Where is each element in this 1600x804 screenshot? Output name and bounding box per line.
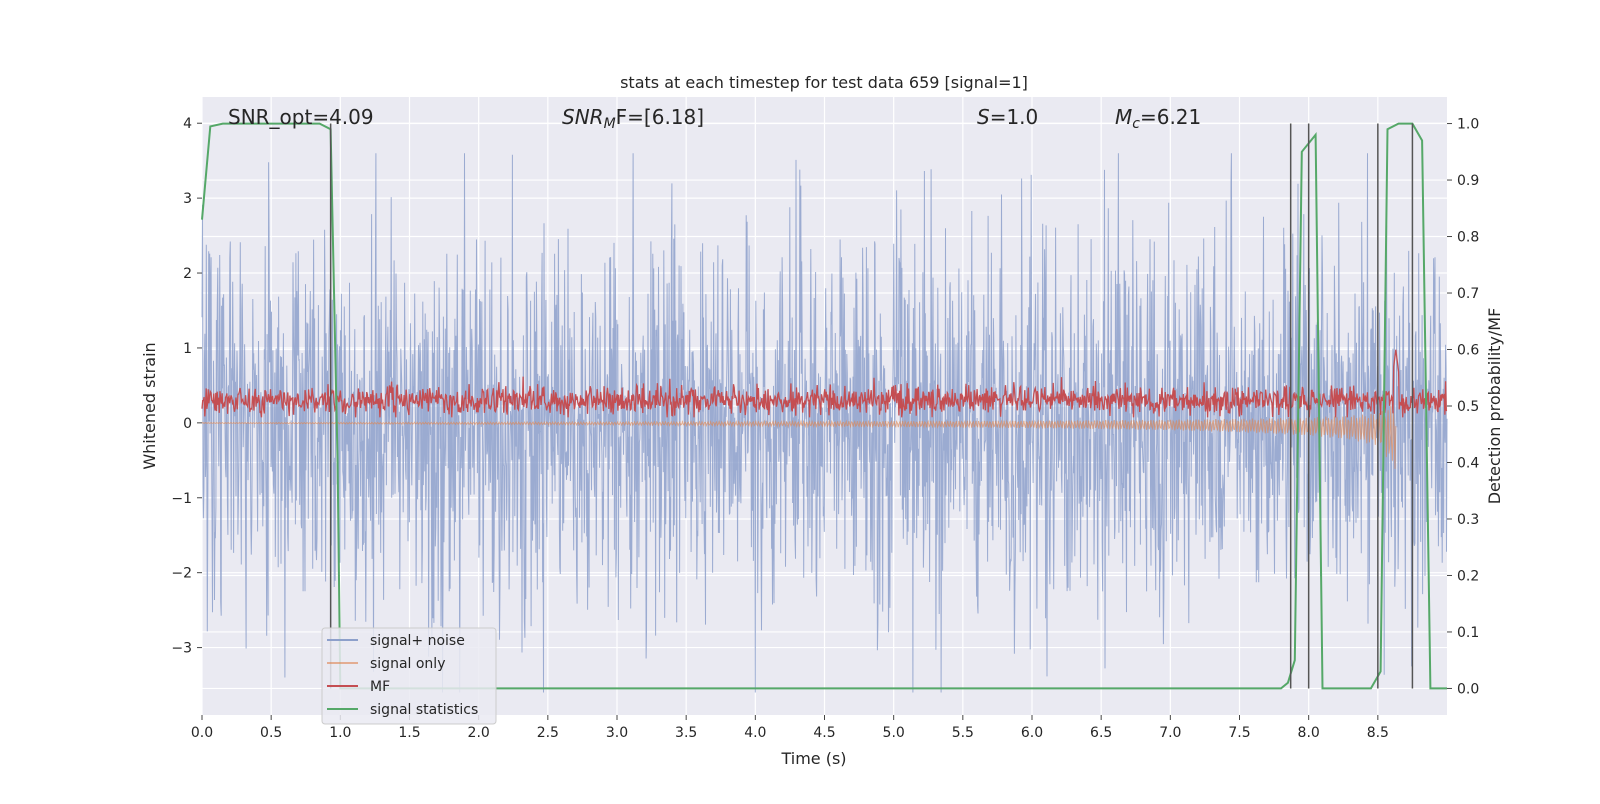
y-tick-label: −3 — [171, 641, 192, 657]
x-tick-label: 4.0 — [744, 725, 766, 741]
annotation-mc: Mc=6.21 — [1115, 105, 1201, 132]
annotation-snr-mf-main: SNR — [562, 105, 604, 129]
y-right-tick-label: 0.9 — [1457, 173, 1479, 189]
tick-layer: 0.0 0.5 1.0 1.5 2.0 2.5 3.0 3.5 4.0 4.5 5.0 5.5 6.0 6… — [171, 116, 1479, 741]
x-tick-label: 4.5 — [813, 725, 835, 741]
x-tick-label: 5.0 — [883, 725, 905, 741]
y-tick-label: −2 — [171, 566, 192, 582]
legend-label-signal-noise: signal+ noise — [370, 633, 465, 649]
y-right-tick-label: 0.7 — [1457, 286, 1479, 302]
y-axis-right-label: Detection probability/MF — [1485, 308, 1504, 505]
annotation-mc-sub: c — [1132, 116, 1140, 132]
vertical-lines — [329, 123, 1414, 689]
y-tick-label: 1 — [183, 341, 192, 357]
series-signal-noise — [201, 153, 1448, 693]
x-tick-label: 2.0 — [468, 725, 490, 741]
y-tick-label: 3 — [183, 191, 192, 207]
annotation-snr-mf: SNRMF=[6.18] — [562, 105, 704, 132]
x-tick-label: 3.5 — [675, 725, 697, 741]
y-right-tick-label: 0.8 — [1457, 230, 1479, 246]
y-tick-label: 0 — [183, 416, 192, 432]
y-right-tick-label: 0.3 — [1457, 512, 1479, 528]
x-tick-label: 2.5 — [537, 725, 559, 741]
y-right-tick-label: 0.1 — [1457, 625, 1479, 641]
x-tick-label: 5.5 — [952, 725, 974, 741]
legend: signal+ noise signal only MF signal stat… — [321, 627, 497, 725]
series-mf — [201, 349, 1448, 418]
y-right-tick-label: 1.0 — [1457, 117, 1479, 133]
x-tick-label: 0.5 — [260, 725, 282, 741]
annotation-snr-mf-tail: F=[6.18] — [616, 105, 704, 129]
x-tick-label: 0.0 — [191, 725, 213, 741]
y-tick-label: −1 — [171, 491, 192, 507]
legend-label-signal-statistics: signal statistics — [370, 702, 478, 718]
x-axis-label: Time (s) — [780, 749, 846, 768]
y-right-tick-label: 0.4 — [1457, 455, 1479, 471]
y-right-tick-label: 0.6 — [1457, 343, 1479, 359]
legend-label-mf: MF — [370, 679, 390, 695]
annotation-mc-symbol: M — [1115, 105, 1132, 129]
annotation-snr-mf-sub: M — [604, 116, 616, 132]
annotation-s-value: =1.0 — [990, 105, 1039, 129]
legend-box — [321, 627, 497, 725]
y-right-tick-label: 0.0 — [1457, 681, 1479, 697]
x-tick-label: 3.0 — [606, 725, 628, 741]
series-signal-only — [201, 405, 1397, 469]
x-tick-label: 6.5 — [1090, 725, 1112, 741]
chart-title: stats at each timestep for test data 659… — [620, 73, 1028, 92]
annotation-s: S=1.0 — [977, 105, 1038, 129]
x-tick-label: 8.5 — [1367, 725, 1389, 741]
data-layer — [201, 122, 1448, 693]
series-signal-statistics — [201, 122, 1447, 690]
x-tick-label: 1.5 — [398, 725, 420, 741]
y-right-tick-label: 0.5 — [1457, 399, 1479, 415]
x-tick-label: 7.0 — [1159, 725, 1181, 741]
annotation-mc-value: =6.21 — [1140, 105, 1201, 129]
y-right-tick-label: 0.2 — [1457, 568, 1479, 584]
x-tick-label: 6.0 — [1021, 725, 1043, 741]
y-tick-label: 4 — [183, 116, 192, 132]
y-tick-label: 2 — [183, 266, 192, 282]
x-tick-label: 7.5 — [1228, 725, 1250, 741]
legend-label-signal-only: signal only — [370, 656, 445, 672]
x-tick-label: 1.0 — [329, 725, 351, 741]
annotation-snr-opt: SNR_opt=4.09 — [228, 105, 374, 129]
y-axis-label: Whitened strain — [140, 342, 159, 469]
x-tick-label: 8.0 — [1298, 725, 1320, 741]
annotation-s-symbol: S — [977, 105, 990, 129]
